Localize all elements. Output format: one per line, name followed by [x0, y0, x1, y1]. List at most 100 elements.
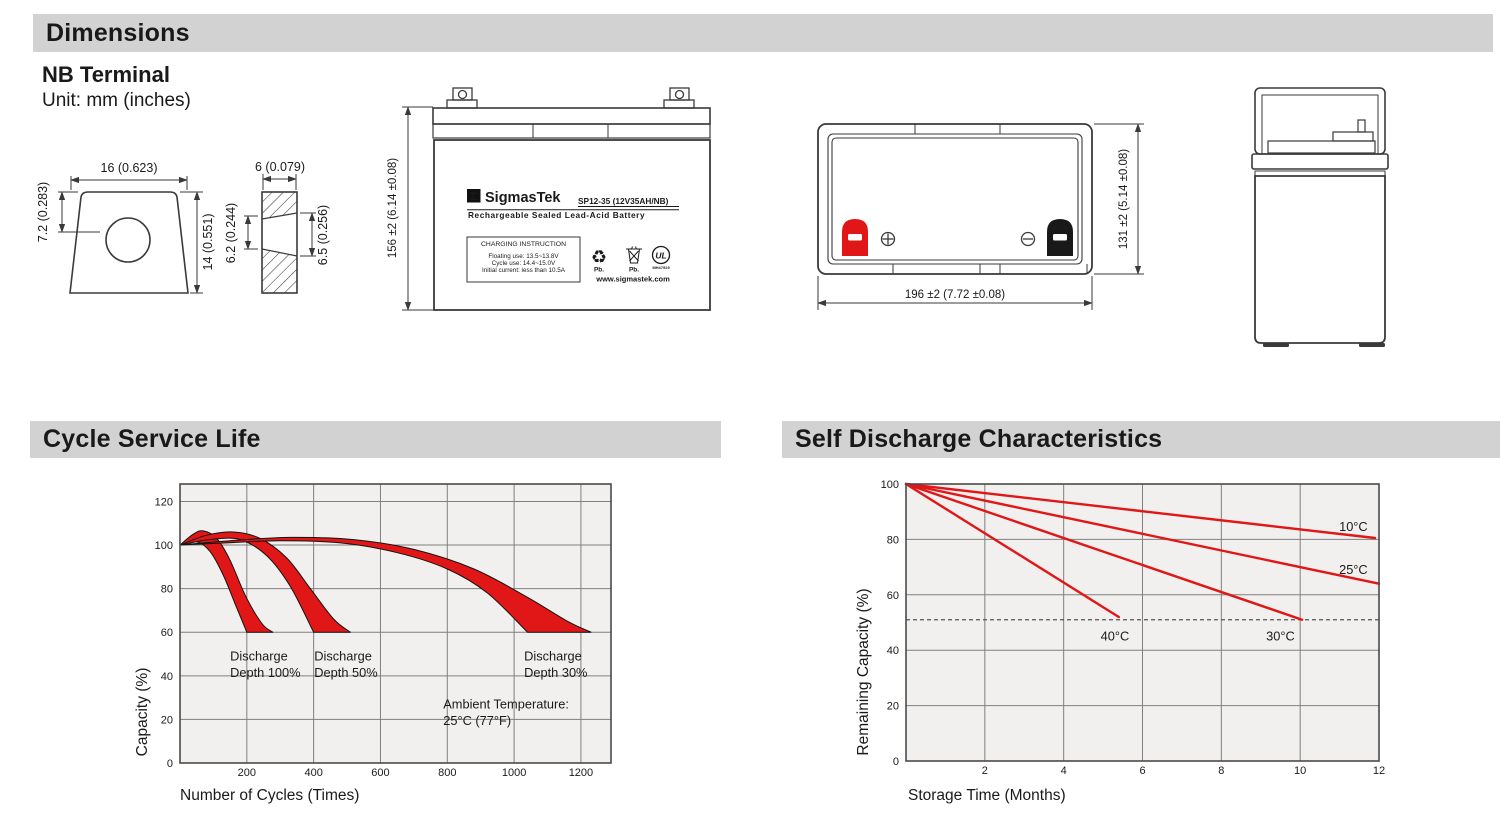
discharge-band	[179, 536, 592, 633]
charging-instruction-box	[466, 236, 581, 283]
x-tick-label: 12	[1373, 765, 1385, 777]
negative-terminal	[1047, 219, 1073, 256]
pb-bin-icon	[626, 246, 642, 264]
x-tick-label: 10	[1294, 765, 1306, 777]
chart-annotation: Depth 50%	[314, 665, 377, 680]
battery-top-depth-label: 131 ±2 (5.14 ±0.08)	[1118, 149, 1130, 249]
pb-recycle-label: Pb.	[594, 267, 604, 274]
model-number: SP12-35 (12V35AH/NB)	[578, 196, 669, 206]
temperature-line-label: 30°C	[1266, 629, 1295, 644]
plot-border	[905, 483, 1380, 762]
y-tick-label: 60	[161, 627, 173, 639]
chart-annotation: Discharge	[314, 649, 372, 664]
temperature-line	[904, 482, 1381, 585]
pb-bin-label: Pb.	[629, 267, 639, 274]
cycle-life-header-title: Cycle Service Life	[43, 425, 261, 453]
chart-annotation: 25°C (77°F)	[443, 713, 511, 728]
ul-mark-icon: UL	[651, 245, 671, 265]
ul-file-number: MH47929	[652, 265, 670, 270]
terminal-section-width-label: 6 (0.079)	[255, 160, 305, 174]
temperature-line	[904, 482, 1304, 621]
terminal-front-right-dim	[180, 191, 203, 294]
x-tick-label: 4	[1061, 765, 1067, 777]
x-tick-label: 6	[1139, 765, 1145, 777]
terminal-section-left-dim	[244, 215, 258, 250]
plot-border	[179, 483, 612, 764]
battery-front-view: Σ SigmasTek SP12-35 (12V35AH/NB) Recharg…	[387, 87, 711, 311]
x-tick-label: 200	[238, 767, 256, 779]
chart-annotation: Discharge	[524, 649, 582, 664]
pb-recycle-icon: ♻	[591, 247, 607, 267]
cycle-life-yaxis-title: Capacity (%)	[134, 668, 151, 757]
y-tick-label: 40	[161, 671, 173, 683]
dimensions-header-bar: Dimensions	[33, 14, 1493, 52]
terminal-section-view: 6 (0.079) 6.2 (0.244) 6.5 (0.256)	[224, 160, 330, 294]
front-terminal-tab-left	[446, 87, 478, 109]
x-tick-label: 800	[438, 767, 456, 779]
minus-circle-icon	[1020, 231, 1036, 247]
battery-side-view	[1251, 87, 1389, 347]
dimensions-header-title: Dimensions	[46, 18, 190, 47]
self-discharge-plot-area: 10°C 25°C 30°C 40°C 0 20 40 60 80 100 2 4 6 8 10 12	[881, 479, 1385, 777]
battery-subtitle: Rechargeable Sealed Lead-Acid Battery	[468, 210, 645, 220]
terminal-front-right-label: 14 (0.551)	[201, 214, 215, 271]
charging-line-1: Floating use: 13.5~13.8V	[488, 253, 559, 260]
side-terminal-pin	[1357, 119, 1366, 133]
brand-sigma-glyph: Σ	[470, 191, 477, 203]
x-tick-label: 8	[1218, 765, 1224, 777]
y-tick-label: 100	[881, 479, 899, 491]
nb-terminal-block: NB Terminal Unit: mm (inches)	[42, 62, 191, 114]
cycle-life-plot-area: 0 20 40 60 80 100 120 200 400 600 800 1000 1200 Disch…	[155, 483, 612, 779]
top-view-molding-notches	[892, 124, 1088, 274]
cycle-service-life-chart: 0 20 40 60 80 100 120 200 400 600 800 1000 1200 Disch…	[134, 483, 612, 804]
battery-top-width-label: 196 ±2 (7.72 ±0.08)	[905, 289, 1005, 301]
y-tick-label: 20	[161, 714, 173, 726]
battery-front-height-dim	[402, 106, 434, 311]
battery-top-width-dim	[817, 276, 1093, 310]
x-tick-label: 2	[982, 765, 988, 777]
y-tick-label: 20	[887, 701, 899, 713]
y-tick-label: 120	[155, 496, 173, 508]
temperature-line-label: 25°C	[1339, 562, 1368, 577]
svg-text:UL: UL	[655, 251, 666, 261]
charging-line-2: Cycle use: 14.4~15.0V	[492, 260, 556, 267]
brand-logo-icon	[467, 189, 481, 203]
terminal-front-left-dim	[58, 191, 100, 233]
front-terminal-tab-right	[663, 87, 695, 109]
y-tick-label: 80	[887, 534, 899, 546]
unit-note: Unit: mm (inches)	[42, 90, 191, 111]
charging-line-3: Initial current: less than 10.5A	[482, 267, 566, 274]
plus-circle-icon	[880, 231, 896, 247]
chart-annotation: Depth 30%	[524, 665, 587, 680]
self-discharge-chart: 10°C 25°C 30°C 40°C 0 20 40 60 80 100 2 4 6 8 10 12 Sto…	[855, 479, 1385, 804]
nb-terminal-title: NB Terminal	[42, 62, 170, 87]
battery-front-height-label: 156 ±2 (6.14 ±0.08)	[387, 158, 399, 258]
temperature-line	[904, 482, 1377, 540]
self-discharge-yaxis-title: Remaining Capacity (%)	[855, 588, 872, 755]
terminal-front-view: 16 (0.623) 7.2 (0.283) 14 (0.551)	[36, 161, 215, 294]
battery-top-depth-dim	[1094, 123, 1144, 275]
terminal-front-width-dim	[70, 176, 188, 190]
terminal-section-left-label: 6.2 (0.244)	[224, 203, 238, 263]
terminal-section-right-dim	[300, 212, 316, 257]
website-text: www.sigmastek.com	[595, 275, 670, 284]
cycle-life-header-bar: Cycle Service Life	[30, 421, 721, 458]
positive-terminal	[842, 219, 868, 256]
x-tick-label: 1000	[502, 767, 526, 779]
self-discharge-header-title: Self Discharge Characteristics	[795, 425, 1163, 453]
x-tick-label: 400	[304, 767, 322, 779]
brand-name: SigmasTek	[485, 190, 561, 206]
self-discharge-header-bar: Self Discharge Characteristics	[782, 421, 1500, 458]
terminal-front-width-label: 16 (0.623)	[101, 161, 158, 175]
terminal-front-left-label: 7.2 (0.283)	[36, 182, 50, 242]
battery-label: Σ SigmasTek SP12-35 (12V35AH/NB) Recharg…	[466, 189, 679, 284]
cycle-life-xaxis-title: Number of Cycles (Times)	[180, 787, 359, 804]
self-discharge-xaxis-title: Storage Time (Months)	[908, 787, 1066, 804]
terminal-section-right-label: 6.5 (0.256)	[316, 205, 330, 265]
temperature-line-label: 40°C	[1101, 629, 1130, 644]
chart-annotation: Ambient Temperature:	[443, 697, 569, 712]
temperature-line	[904, 482, 1120, 619]
temperature-line-label: 10°C	[1339, 519, 1368, 534]
terminal-hole	[105, 217, 151, 263]
